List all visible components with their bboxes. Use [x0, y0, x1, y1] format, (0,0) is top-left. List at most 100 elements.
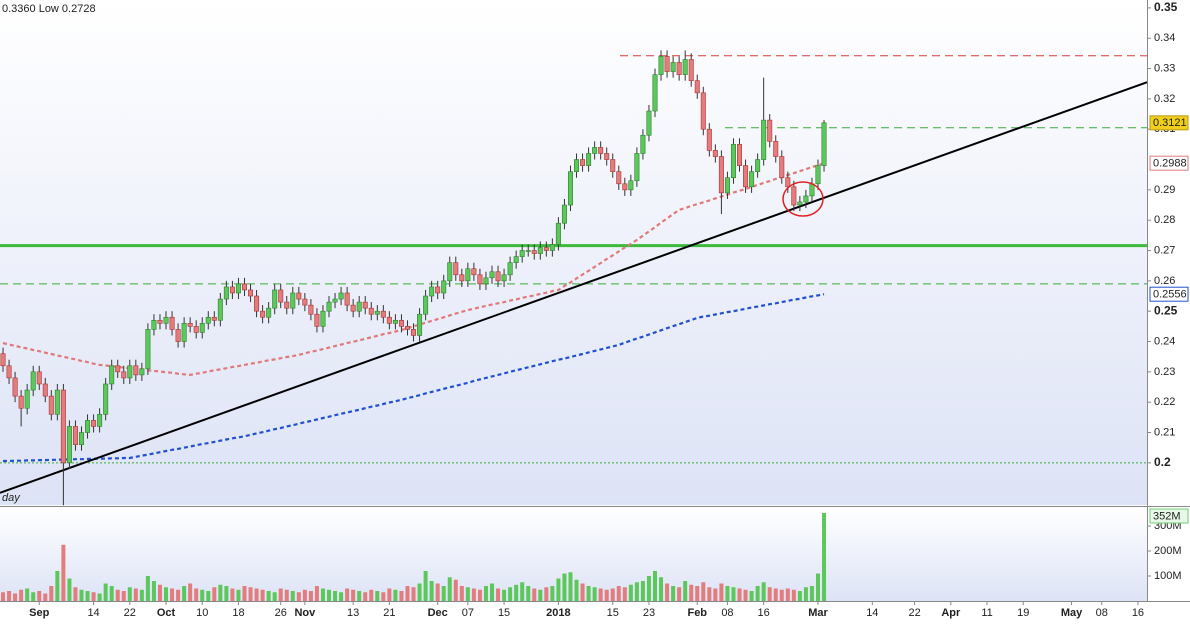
volume-bar: [622, 587, 627, 601]
volume-bar: [405, 586, 410, 601]
candle-body: [193, 326, 199, 333]
x-tick-label: 16: [1132, 607, 1144, 619]
volume-bar: [314, 586, 319, 601]
volume-bar: [568, 572, 573, 601]
candle-body: [97, 414, 103, 427]
candle-body: [700, 92, 706, 130]
x-tick-label: 13: [347, 607, 359, 619]
candle-body: [586, 153, 592, 166]
volume-bar: [483, 586, 488, 601]
x-tick-label: Apr: [941, 607, 961, 619]
volume-bar: [7, 591, 12, 601]
candle-body: [580, 159, 586, 166]
volume-bar: [182, 586, 187, 601]
candle-body: [36, 371, 42, 385]
volume-bar: [357, 591, 362, 601]
volume-bar: [773, 588, 778, 601]
candle-body: [78, 432, 84, 445]
candle-body: [260, 310, 266, 318]
x-tick-label: 18: [232, 607, 244, 619]
volume-bar: [695, 586, 700, 601]
volume-bar: [526, 586, 531, 601]
candle-body: [103, 383, 109, 415]
x-tick-label: 11: [981, 607, 992, 619]
candle-body: [248, 289, 254, 297]
candle-body: [229, 286, 235, 294]
x-tick-label: 2018: [546, 607, 570, 619]
volume-bar: [767, 587, 772, 601]
volume-bar: [266, 591, 271, 601]
volume-bar: [538, 589, 543, 601]
candle-body: [767, 119, 773, 142]
volume-bar: [580, 583, 585, 601]
candle-body: [205, 316, 211, 324]
value-box: [1149, 286, 1189, 302]
candle-body: [773, 141, 779, 157]
candle-body: [320, 310, 326, 327]
volume-bar: [399, 591, 404, 601]
candle-body: [525, 250, 531, 252]
volume-bar: [496, 588, 501, 601]
candle-body: [429, 286, 435, 297]
volume-bar: [574, 579, 579, 601]
volume-bar: [809, 586, 814, 601]
candle-body: [66, 426, 72, 464]
x-tick-label: 16: [758, 607, 770, 619]
value-box-label: 0.2556: [1153, 289, 1187, 301]
volume-bar: [677, 587, 682, 601]
volume-bar: [37, 591, 42, 601]
volume-bar: [164, 587, 169, 601]
candle-body: [658, 56, 664, 75]
volume-bar: [628, 584, 633, 601]
x-tick-label: 15: [498, 607, 510, 619]
candle-body: [338, 292, 344, 300]
candle-body: [743, 165, 749, 188]
candle-body: [356, 301, 362, 312]
candle-body: [0, 353, 6, 367]
candle-body: [543, 247, 549, 251]
candle-body: [151, 319, 157, 330]
y-tick-label: 0.22: [1154, 396, 1175, 408]
candle-body: [344, 292, 350, 306]
volume-bar: [351, 589, 356, 601]
volume-bar: [429, 581, 434, 601]
x-tick-label: 15: [607, 607, 619, 619]
volume-panel: [0, 508, 1147, 601]
volume-bar: [31, 592, 36, 601]
volume-bar: [737, 588, 742, 601]
volume-bar: [248, 587, 253, 601]
candle-body: [519, 250, 525, 257]
volume-bar: [278, 588, 283, 601]
volume-bar: [49, 586, 54, 601]
volume-bar: [224, 586, 229, 601]
volume-bar: [55, 571, 60, 601]
moving-average: [3, 293, 825, 463]
candle-body: [187, 323, 193, 327]
volume-bar: [610, 588, 615, 601]
volume-bar: [417, 583, 422, 601]
y-tick-label: 0.35: [1154, 0, 1178, 14]
y-tick-label: 0.34: [1154, 32, 1175, 44]
volume-bar: [604, 589, 609, 601]
candle-body: [392, 319, 398, 324]
period-label: day: [2, 492, 21, 504]
volume-bar: [302, 589, 307, 601]
candle-body: [109, 365, 115, 385]
candle-body: [42, 383, 48, 397]
candle-body: [404, 326, 410, 330]
volume-bar: [477, 589, 482, 601]
candle-body: [718, 156, 724, 194]
volume-bar: [296, 592, 301, 601]
x-tick-label: 21: [383, 607, 395, 619]
candle-body: [809, 183, 815, 197]
volume-bar: [520, 582, 525, 601]
x-tick-label: 22: [908, 607, 920, 619]
x-tick-label: Nov: [294, 607, 316, 619]
volume-bar: [550, 586, 555, 601]
candle-body: [362, 301, 368, 309]
volume-bar: [779, 589, 784, 601]
volume-bar: [260, 589, 265, 601]
volume-bar: [290, 591, 295, 601]
candle-body: [549, 244, 555, 251]
volume-bar: [755, 586, 760, 601]
